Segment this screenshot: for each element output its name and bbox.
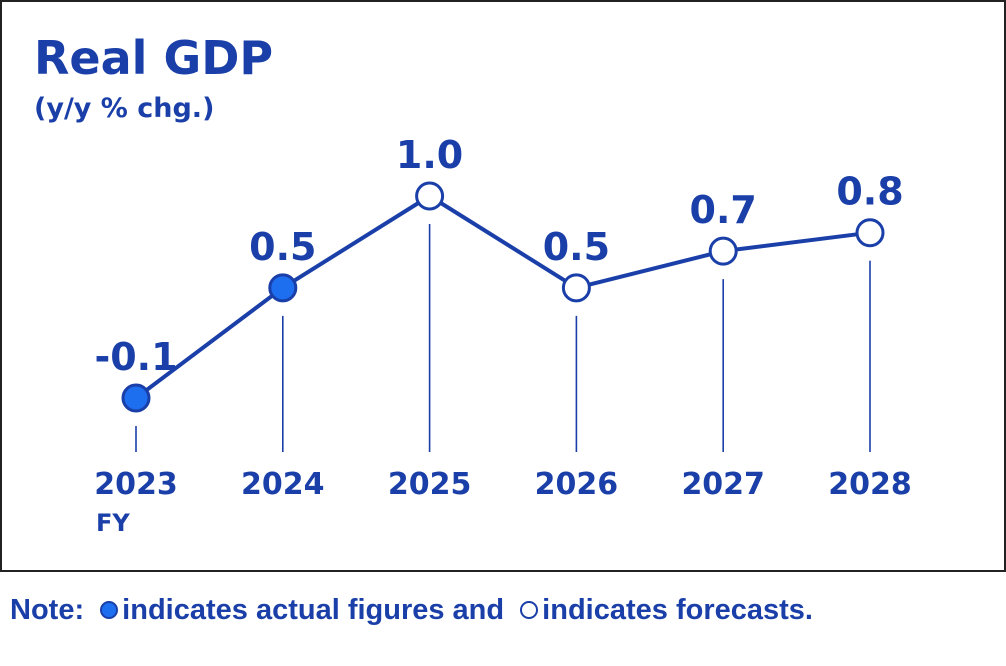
x-tick-labels: 2023 2024 2025 2026 2027 2028 (94, 467, 912, 502)
x-tick-2025: 2025 (388, 467, 472, 502)
fy-axis-label: FY (96, 509, 130, 537)
data-labels: -0.1 0.5 1.0 0.5 0.7 0.8 (94, 133, 903, 379)
x-tick-2028: 2028 (828, 467, 912, 502)
gdp-line-chart: Real GDP (y/y % chg.) -0.1 0.5 1.0 0.5 0.7 0.… (34, 31, 912, 537)
x-tick-2026: 2026 (535, 467, 619, 502)
forecast-point-2026 (561, 273, 591, 303)
open-circle-icon (520, 601, 539, 619)
x-tick-2024: 2024 (241, 467, 325, 502)
data-label-2023: -0.1 (94, 335, 177, 379)
data-label-2027: 0.7 (690, 188, 757, 232)
actual-point-2024 (268, 273, 298, 303)
guide-lines (135, 224, 871, 452)
data-label-2026: 0.5 (543, 225, 610, 269)
note-actual-text: indicates actual figures and (122, 593, 513, 626)
data-label-2025: 1.0 (396, 133, 463, 177)
chart-note: Note: indicates actual figures and indic… (10, 585, 1000, 635)
series-line (134, 194, 871, 400)
filled-circle-icon (100, 601, 119, 619)
chart-title: Real GDP (34, 31, 273, 85)
note-prefix: Note: (10, 593, 93, 626)
data-points (121, 181, 885, 413)
data-label-2028: 0.8 (836, 170, 903, 214)
data-label-2024: 0.5 (249, 225, 316, 269)
chart-subtitle: (y/y % chg.) (34, 93, 214, 124)
forecast-point-2025 (415, 181, 445, 211)
chart-frame (0, 0, 1006, 572)
x-tick-2027: 2027 (681, 467, 765, 502)
x-tick-2023: 2023 (94, 467, 178, 502)
note-forecast-text: indicates forecasts. (542, 593, 813, 626)
actual-point-2023 (121, 383, 151, 413)
forecast-point-2027 (708, 236, 738, 266)
forecast-point-2028 (855, 218, 885, 248)
